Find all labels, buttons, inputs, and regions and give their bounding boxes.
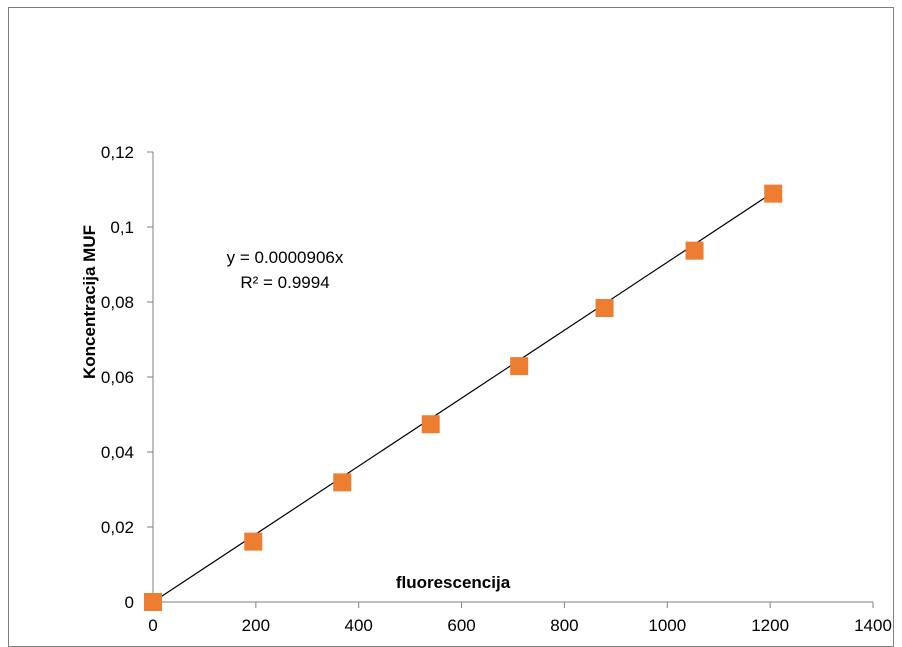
data-point <box>595 299 614 317</box>
x-tick-label: 200 <box>242 616 270 635</box>
trendline-equation: y = 0.0000906x <box>227 248 344 267</box>
x-tick-label: 600 <box>447 616 475 635</box>
x-tick-label: 400 <box>345 616 373 635</box>
y-tick-label: 0 <box>125 593 134 612</box>
y-tick-label: 0,1 <box>110 218 134 237</box>
x-axis-title: fluorescencija <box>396 573 511 592</box>
data-point <box>510 357 529 376</box>
y-tick-label: 0,04 <box>101 443 134 462</box>
data-point <box>333 473 352 492</box>
data-point <box>144 593 162 611</box>
x-tick-label: 800 <box>550 616 578 635</box>
y-tick-label: 0,08 <box>101 293 134 312</box>
y-tick-label: 0,02 <box>101 518 134 537</box>
data-point <box>685 241 704 260</box>
x-tick-label: 1200 <box>751 616 789 635</box>
trendline-r-squared: R² = 0.9994 <box>240 273 329 292</box>
ticks: 0 200 400 600 800 1000 1200 1400 0 0,02 0,04 0,06 0,… <box>101 143 892 635</box>
y-tick-label: 0,06 <box>101 368 134 387</box>
y-tick-label: 0,12 <box>101 143 134 162</box>
x-tick-label: 1400 <box>854 616 892 635</box>
data-point <box>244 532 263 551</box>
data-point <box>764 184 783 203</box>
data-points <box>144 184 783 611</box>
x-tick-label: 1000 <box>648 616 686 635</box>
y-axis-title: Koncentracija MUF <box>80 225 99 379</box>
x-tick-label: 0 <box>148 616 157 635</box>
data-point <box>421 415 440 434</box>
chart-frame <box>8 7 894 647</box>
